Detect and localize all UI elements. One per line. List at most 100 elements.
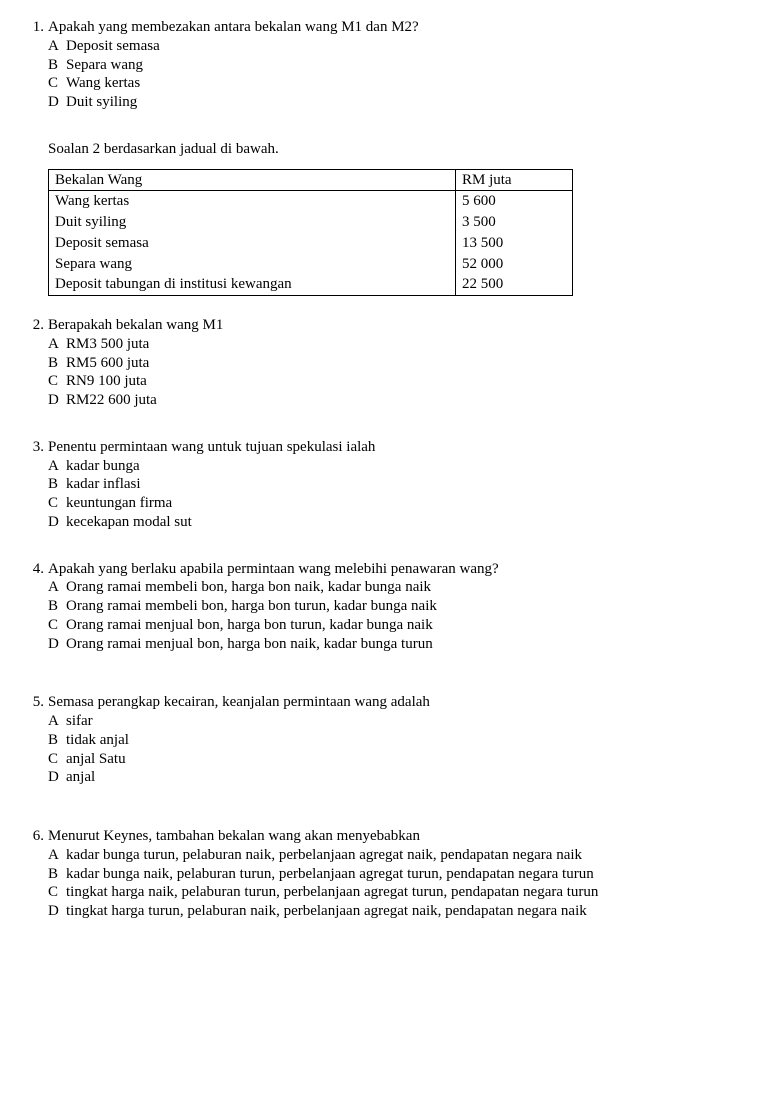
option-c[interactable]: C Orang ramai menjual bon, harga bon tur… xyxy=(48,616,753,635)
option-text: tingkat harga naik, pelaburan turun, per… xyxy=(66,883,753,902)
option-text: Separa wang xyxy=(66,56,753,75)
bekalan-wang-table: Bekalan Wang RM juta Wang kertas 5 600 D… xyxy=(48,169,573,297)
table-cell: 13 500 xyxy=(456,233,573,254)
option-text: Duit syiling xyxy=(66,93,753,112)
option-text: RM5 600 juta xyxy=(66,354,753,373)
option-letter: B xyxy=(48,475,66,494)
option-letter: C xyxy=(48,372,66,391)
option-a[interactable]: A RM3 500 juta xyxy=(48,335,753,354)
option-d[interactable]: D RM22 600 juta xyxy=(48,391,753,410)
option-text: Orang ramai menjual bon, harga bon naik,… xyxy=(66,635,753,654)
option-letter: B xyxy=(48,597,66,616)
option-text: tingkat harga turun, pelaburan naik, per… xyxy=(66,902,753,921)
option-letter: C xyxy=(48,74,66,93)
option-letter: B xyxy=(48,731,66,750)
option-b[interactable]: B RM5 600 juta xyxy=(48,354,753,373)
option-letter: A xyxy=(48,335,66,354)
option-c[interactable]: C Wang kertas xyxy=(48,74,753,93)
table-row: Wang kertas 5 600 xyxy=(49,191,573,212)
question-text: Berapakah bekalan wang M1 xyxy=(48,316,753,335)
option-a[interactable]: A kadar bunga turun, pelaburan naik, per… xyxy=(48,846,753,865)
option-text: kadar bunga turun, pelaburan naik, perbe… xyxy=(66,846,753,865)
table-cell: Deposit tabungan di institusi kewangan xyxy=(49,274,456,295)
question-number: 4. xyxy=(20,560,48,654)
option-text: Wang kertas xyxy=(66,74,753,93)
question-text: Apakah yang membezakan antara bekalan wa… xyxy=(48,18,753,37)
question-number: 1. xyxy=(20,18,48,112)
option-text: kadar bunga naik, pelaburan turun, perbe… xyxy=(66,865,753,884)
option-text: kecekapan modal sut xyxy=(66,513,753,532)
option-letter: A xyxy=(48,712,66,731)
question-6: 6. Menurut Keynes, tambahan bekalan wang… xyxy=(20,827,753,921)
table-row: Duit syiling 3 500 xyxy=(49,212,573,233)
table-cell: Deposit semasa xyxy=(49,233,456,254)
option-c[interactable]: C RN9 100 juta xyxy=(48,372,753,391)
question-4: 4. Apakah yang berlaku apabila permintaa… xyxy=(20,560,753,654)
option-letter: B xyxy=(48,56,66,75)
option-d[interactable]: D Duit syiling xyxy=(48,93,753,112)
option-b[interactable]: B Orang ramai membeli bon, harga bon tur… xyxy=(48,597,753,616)
option-text: sifar xyxy=(66,712,753,731)
question-number: 5. xyxy=(20,693,48,787)
option-letter: C xyxy=(48,883,66,902)
option-letter: D xyxy=(48,513,66,532)
question-number: 3. xyxy=(20,438,48,532)
table-header: Bekalan Wang xyxy=(49,169,456,191)
option-letter: D xyxy=(48,768,66,787)
option-a[interactable]: A Deposit semasa xyxy=(48,37,753,56)
option-a[interactable]: A Orang ramai membeli bon, harga bon nai… xyxy=(48,578,753,597)
option-text: Orang ramai menjual bon, harga bon turun… xyxy=(66,616,753,635)
table-cell: Duit syiling xyxy=(49,212,456,233)
option-c[interactable]: C tingkat harga naik, pelaburan turun, p… xyxy=(48,883,753,902)
option-c[interactable]: C anjal Satu xyxy=(48,750,753,769)
option-text: Deposit semasa xyxy=(66,37,753,56)
option-d[interactable]: D kecekapan modal sut xyxy=(48,513,753,532)
table-header-row: Bekalan Wang RM juta xyxy=(49,169,573,191)
table-cell: Separa wang xyxy=(49,254,456,275)
table-row: Deposit tabungan di institusi kewangan 2… xyxy=(49,274,573,295)
question-text: Penentu permintaan wang untuk tujuan spe… xyxy=(48,438,753,457)
table-cell: Wang kertas xyxy=(49,191,456,212)
option-letter: A xyxy=(48,578,66,597)
option-letter: B xyxy=(48,865,66,884)
option-d[interactable]: D Orang ramai menjual bon, harga bon nai… xyxy=(48,635,753,654)
table-cell: 3 500 xyxy=(456,212,573,233)
option-text: anjal Satu xyxy=(66,750,753,769)
option-letter: D xyxy=(48,635,66,654)
option-letter: A xyxy=(48,457,66,476)
option-letter: C xyxy=(48,750,66,769)
option-b[interactable]: B kadar bunga naik, pelaburan turun, per… xyxy=(48,865,753,884)
question-number: 6. xyxy=(20,827,48,921)
option-d[interactable]: D tingkat harga turun, pelaburan naik, p… xyxy=(48,902,753,921)
option-text: kadar bunga xyxy=(66,457,753,476)
option-text: RM22 600 juta xyxy=(66,391,753,410)
table-cell: 22 500 xyxy=(456,274,573,295)
option-letter: B xyxy=(48,354,66,373)
option-c[interactable]: C keuntungan firma xyxy=(48,494,753,513)
table-cell: 5 600 xyxy=(456,191,573,212)
option-text: kadar inflasi xyxy=(66,475,753,494)
option-b[interactable]: B tidak anjal xyxy=(48,731,753,750)
question-1: 1. Apakah yang membezakan antara bekalan… xyxy=(20,18,753,112)
table-cell: 52 000 xyxy=(456,254,573,275)
option-letter: C xyxy=(48,616,66,635)
question-text: Apakah yang berlaku apabila permintaan w… xyxy=(48,560,753,579)
question-text: Menurut Keynes, tambahan bekalan wang ak… xyxy=(48,827,753,846)
table-header: RM juta xyxy=(456,169,573,191)
option-text: tidak anjal xyxy=(66,731,753,750)
option-a[interactable]: A sifar xyxy=(48,712,753,731)
question-2-intro: Soalan 2 berdasarkan jadual di bawah. xyxy=(48,140,753,159)
option-letter: D xyxy=(48,902,66,921)
table-row: Deposit semasa 13 500 xyxy=(49,233,573,254)
option-b[interactable]: B kadar inflasi xyxy=(48,475,753,494)
option-letter: A xyxy=(48,846,66,865)
option-text: RM3 500 juta xyxy=(66,335,753,354)
option-text: Orang ramai membeli bon, harga bon naik,… xyxy=(66,578,753,597)
question-5: 5. Semasa perangkap kecairan, keanjalan … xyxy=(20,693,753,787)
option-text: RN9 100 juta xyxy=(66,372,753,391)
option-a[interactable]: A kadar bunga xyxy=(48,457,753,476)
option-letter: C xyxy=(48,494,66,513)
option-b[interactable]: B Separa wang xyxy=(48,56,753,75)
option-letter: D xyxy=(48,93,66,112)
option-d[interactable]: D anjal xyxy=(48,768,753,787)
